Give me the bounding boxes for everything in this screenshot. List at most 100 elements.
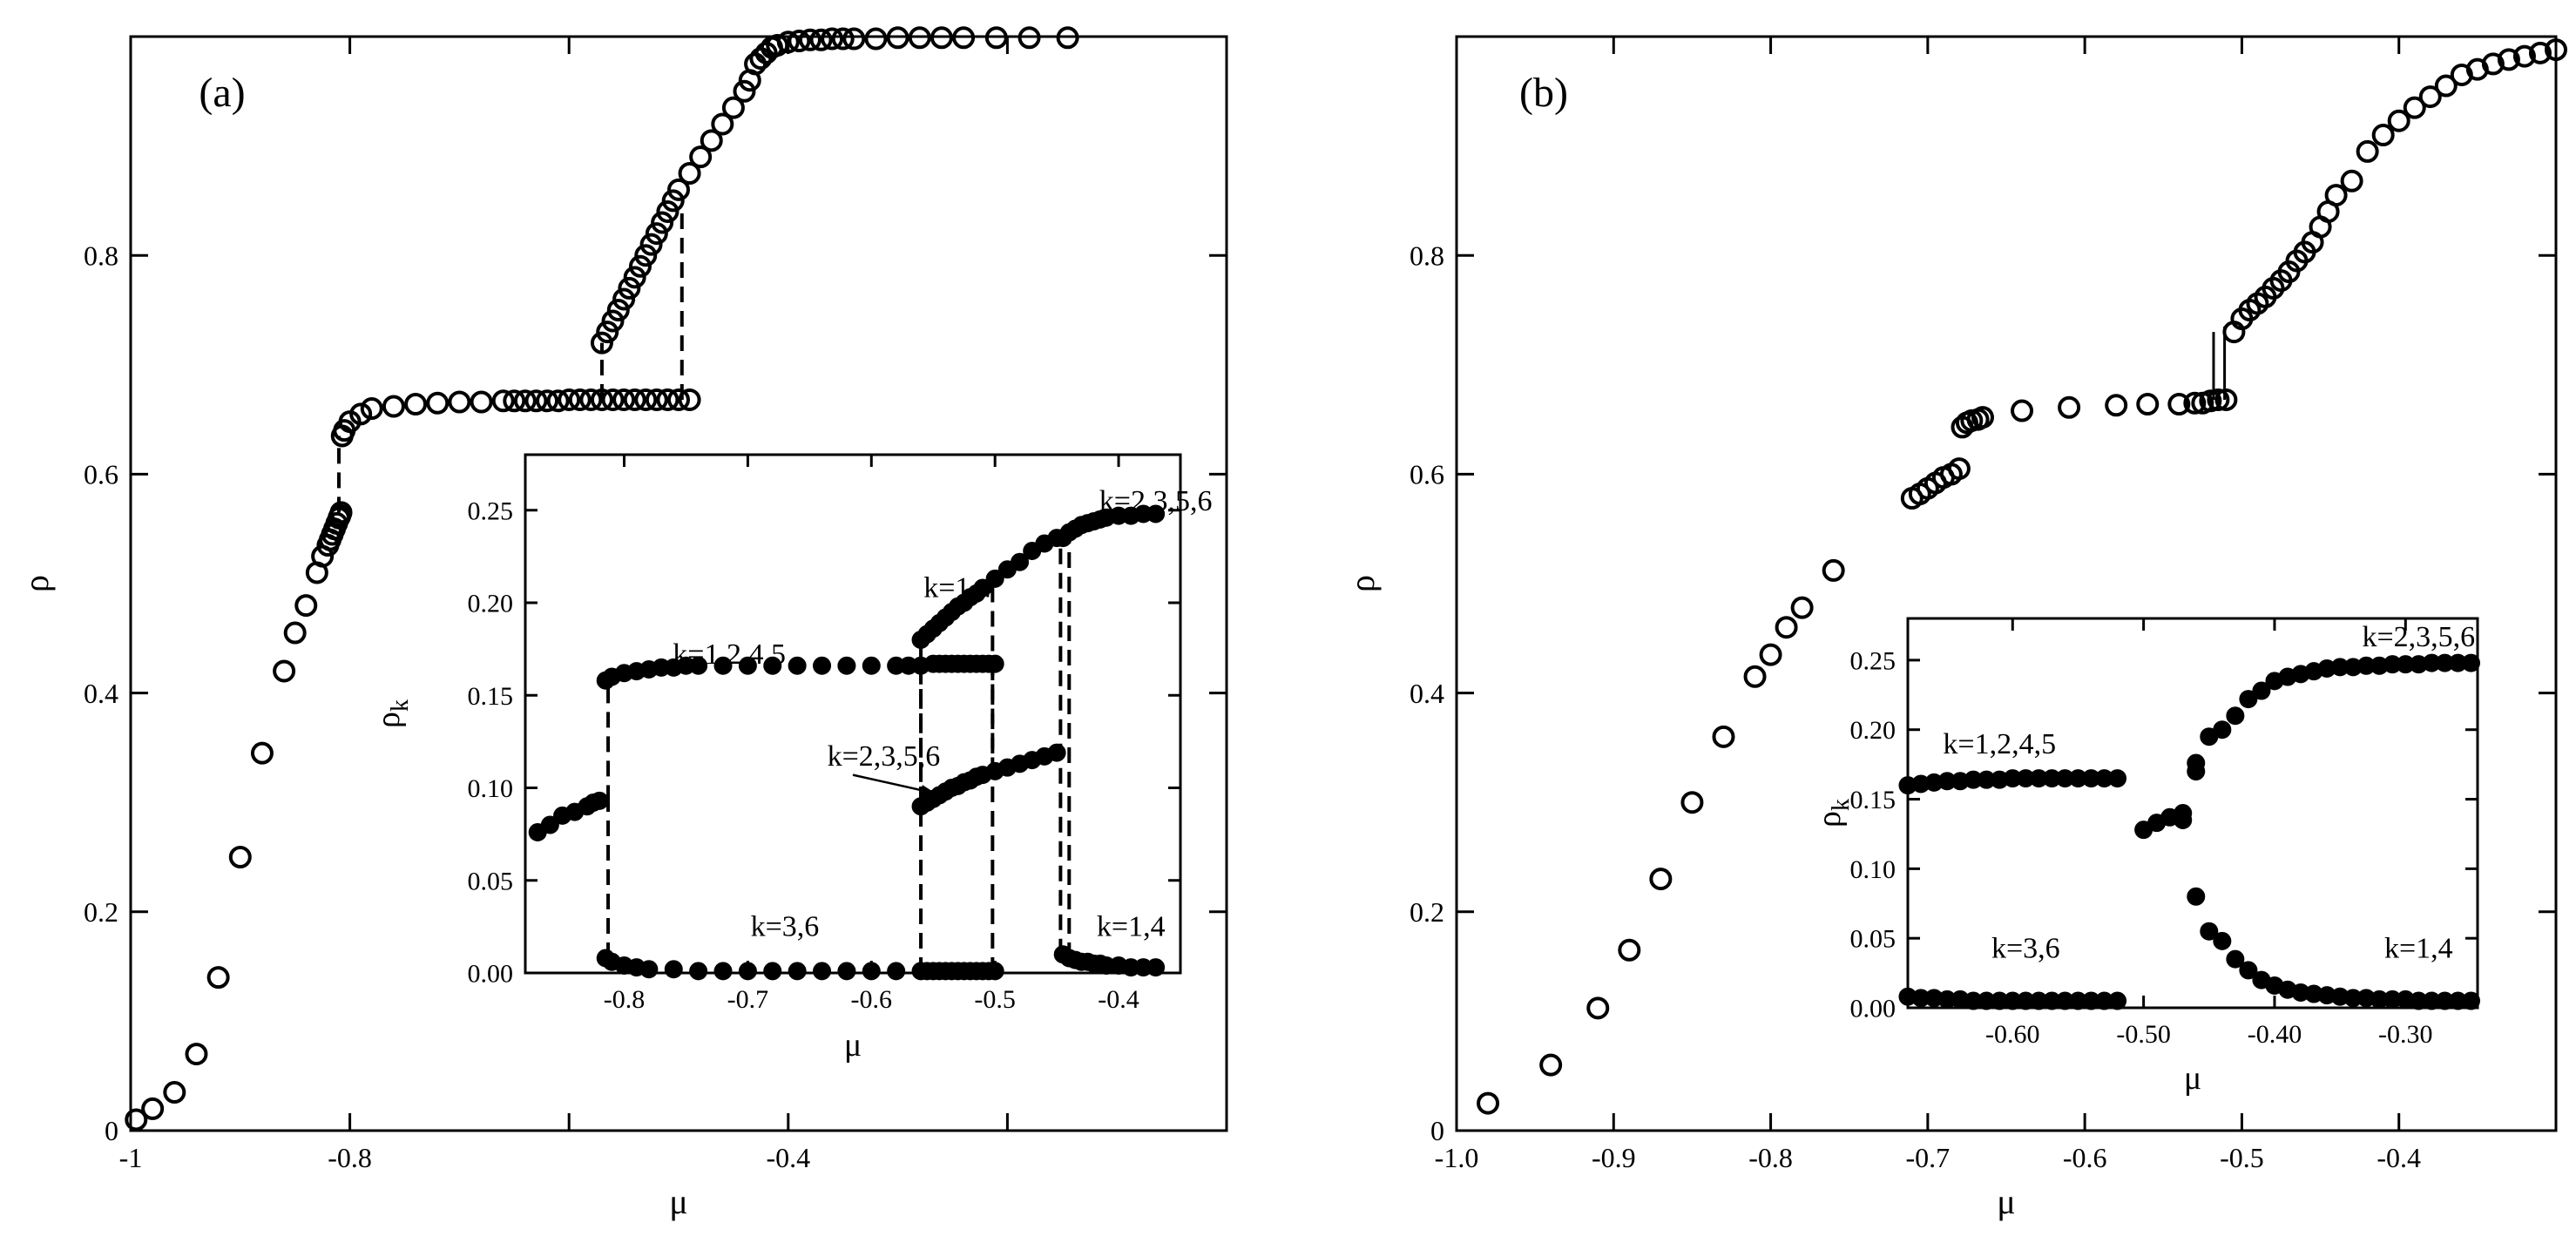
x-tick-label: -0.8: [1748, 1142, 1793, 1173]
data-point: [1947, 457, 1971, 481]
y-tick-label: 0.25: [1850, 646, 1897, 675]
data-point: [656, 388, 679, 411]
data-point: [2340, 169, 2363, 192]
data-point: [639, 960, 659, 979]
series-rho-discontinuities: [2212, 326, 2227, 400]
data-point: [721, 96, 745, 119]
data-point: [2239, 690, 2258, 709]
data-point: [651, 211, 674, 234]
data-point: [2461, 653, 2480, 672]
x-tick-label: -0.4: [766, 1142, 810, 1173]
data-point: [2108, 769, 2127, 788]
data-point: [689, 145, 713, 169]
data-point: [2199, 389, 2222, 413]
data-point: [2226, 706, 2245, 726]
annotation-label: k=1,4: [2384, 933, 2453, 965]
data-point: [887, 962, 906, 981]
data-point: [601, 309, 625, 333]
annotation-label: k=2,3,5,6: [1099, 485, 1213, 517]
panel-label: (a): [199, 70, 245, 116]
data-point: [606, 299, 630, 321]
data-point: [667, 178, 690, 201]
data-point: [141, 1097, 165, 1120]
data-point: [798, 28, 821, 51]
x-axis-label: μ: [844, 1027, 862, 1064]
data-point: [678, 162, 701, 185]
data-point: [2434, 74, 2458, 98]
y-axis-label: ρ: [1342, 575, 1382, 592]
x-tick-label: -0.4: [1098, 985, 1139, 1014]
x-tick-label: -0.30: [2378, 1020, 2433, 1049]
data-point: [738, 656, 757, 675]
data-point: [470, 390, 493, 414]
data-point: [503, 389, 526, 413]
data-point: [360, 397, 383, 421]
data-point: [1586, 996, 1610, 1020]
data-point: [813, 656, 832, 675]
annotation-arrowhead: [920, 785, 936, 796]
series-k-2-3-5-6: [2134, 653, 2480, 840]
data-point: [788, 962, 807, 981]
data-point: [125, 1108, 148, 1131]
data-point: [2108, 991, 2127, 1010]
data-point: [524, 389, 548, 413]
data-point: [661, 189, 685, 213]
data-point: [163, 1081, 186, 1104]
inset-frame: [1906, 617, 2479, 1010]
x-tick-label: -0.6: [851, 985, 893, 1014]
x-tick-label: -0.60: [1985, 1020, 2040, 1049]
data-point: [831, 27, 855, 51]
data-point: [1047, 743, 1066, 762]
annotation-label: k=1,2,4,5: [673, 638, 786, 671]
series-rho-discontinuities: [337, 211, 684, 513]
inset-frame: [524, 453, 1182, 975]
data-point: [689, 962, 708, 981]
data-point: [763, 656, 782, 675]
data-point: [426, 391, 450, 415]
panel-a: -1 -0.8 -0.4 0 0.2 0.4 0.6 0.8 μ ρ (a) -0.8 -0.7 -0.6…: [17, 26, 1228, 1221]
x-axis-label: μ: [2184, 1060, 2201, 1097]
data-point: [634, 388, 658, 411]
data-point: [713, 656, 733, 675]
data-point: [590, 331, 613, 355]
data-point: [546, 389, 570, 413]
data-point: [2528, 41, 2552, 64]
x-tick-label: -0.7: [1906, 1142, 1951, 1173]
data-point: [2213, 931, 2232, 950]
data-point: [2387, 109, 2410, 132]
y-tick-label: 0.6: [84, 459, 118, 490]
data-point: [749, 47, 773, 71]
data-point: [558, 388, 581, 411]
y-tick-label: 0.25: [468, 496, 514, 525]
y-tick-label: 0.05: [468, 867, 514, 895]
y-tick-label: 0.15: [468, 682, 514, 711]
data-point: [645, 388, 668, 411]
y-axis-label-symbol: ρ: [1342, 575, 1382, 592]
inset-background: [1908, 618, 2478, 1008]
data-point: [788, 30, 811, 53]
data-point: [1971, 406, 1994, 429]
data-point: [2481, 52, 2505, 76]
series-k-1-4: [2187, 887, 2480, 1010]
data-point: [842, 27, 866, 51]
data-point: [2207, 388, 2230, 411]
data-point: [1477, 1091, 1500, 1115]
data-point: [540, 815, 559, 834]
data-point: [788, 656, 807, 675]
data-point: [448, 390, 471, 414]
data-point: [2226, 949, 2245, 969]
y-tick-label: 0.2: [1410, 896, 1444, 928]
annotation-label: k=2,3,5,6: [2363, 621, 2476, 653]
x-tick-label: -0.6: [2063, 1142, 2107, 1173]
annotation-label: k=3,6: [1991, 933, 2060, 965]
data-point: [2136, 393, 2160, 416]
x-tick-label: -0.8: [328, 1142, 372, 1173]
data-point: [985, 569, 1004, 588]
data-point: [656, 199, 679, 223]
data-point: [763, 962, 782, 981]
y-axis-label-symbol: ρ: [370, 712, 407, 728]
data-point: [2418, 85, 2442, 109]
data-point: [2213, 720, 2232, 740]
y-tick-label: 0.20: [1850, 716, 1897, 745]
